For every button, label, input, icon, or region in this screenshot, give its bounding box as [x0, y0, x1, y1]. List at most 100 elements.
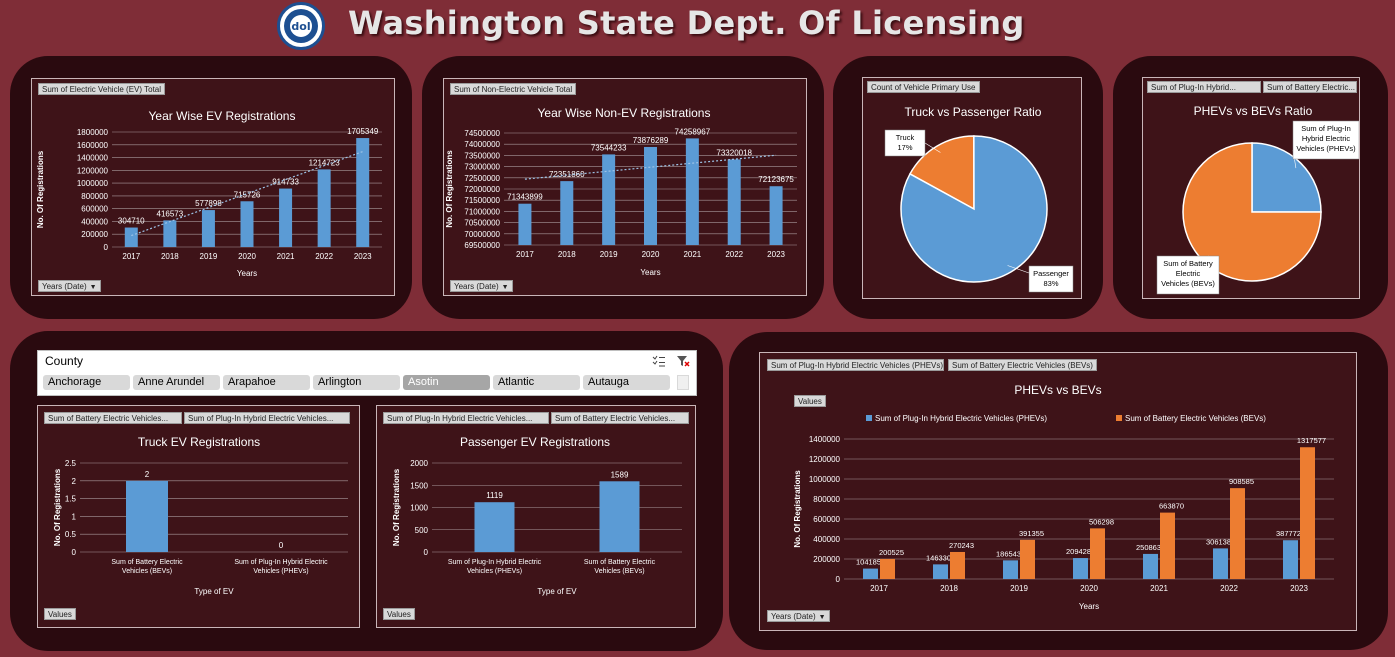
y-tick-label: 600000: [813, 515, 840, 524]
passenger-ev-chart[interactable]: Passenger EV Registrations 0 500 1000 1500 20…: [376, 405, 696, 628]
slicer-item[interactable]: Autauga: [583, 375, 670, 390]
data-label: 72123675: [758, 175, 794, 184]
y-tick-label: 74500000: [464, 129, 500, 138]
bar: [1143, 553, 1158, 579]
phevbev-field-button-phev[interactable]: Sum of Plug-In Hybrid Electric Vehicles …: [767, 359, 944, 371]
y-tick-label: 1800000: [77, 128, 109, 137]
legend-label: Sum of Battery Electric Vehicles (BEVs): [1125, 414, 1266, 423]
y-tick-label: 1: [72, 512, 77, 521]
slicer-item[interactable]: Anne Arundel: [133, 375, 220, 390]
county-slicer[interactable]: County Anchorage Anne Arundel Arapahoe Arli…: [37, 350, 697, 396]
x-tick-label: 2023: [354, 252, 372, 261]
clear-filter-icon[interactable]: [676, 355, 690, 367]
ev-registrations-chart[interactable]: Year Wise EV Registrations 0 200000 400000 6…: [31, 78, 395, 296]
x-tick-label: 2022: [1220, 584, 1238, 593]
leader-line: [924, 142, 941, 153]
y-tick-label: 71000000: [464, 207, 500, 216]
truck-ev-chart[interactable]: Truck EV Registrations 0 0.5 1 1.5 2 2.5 No. Of…: [37, 405, 360, 628]
data-label: 908585: [1229, 477, 1254, 486]
bar: [1020, 539, 1035, 579]
ev-axis-button-label: Years (Date): [42, 282, 87, 291]
slicer-item[interactable]: Anchorage: [43, 375, 130, 390]
bar: [769, 186, 783, 245]
nonev-axis-button[interactable]: Years (Date) ▼: [450, 280, 513, 292]
phevpie-field-button-bev[interactable]: Sum of Battery Electric...: [1263, 81, 1357, 93]
truck-passenger-pie-chart[interactable]: Truck vs Passenger Ratio Truck 17% Passenge…: [862, 77, 1082, 299]
chart-title: Year Wise Non-EV Registrations: [538, 106, 711, 120]
ev-field-button[interactable]: Sum of Electric Vehicle (EV) Total: [38, 83, 166, 95]
passev-field-button-phev[interactable]: Sum of Plug-In Hybrid Electric Vehicles.…: [383, 412, 549, 424]
phevbev-field-button-bev[interactable]: Sum of Battery Electric Vehicles (BEVs): [948, 359, 1097, 371]
slicer-item[interactable]: Arapahoe: [223, 375, 310, 390]
data-label: 186543: [996, 549, 1021, 558]
x-tick-label: 2018: [940, 584, 958, 593]
truckpie-field-button[interactable]: Count of Vehicle Primary Use: [867, 81, 980, 93]
truckev-field-button-phev[interactable]: Sum of Plug-In Hybrid Electric Vehicles.…: [184, 412, 350, 424]
nonev-registrations-chart[interactable]: Year Wise Non-EV Registrations 69500000 70…: [443, 78, 807, 296]
bar: [201, 210, 215, 247]
x-tick-label: 2020: [642, 250, 660, 259]
data-label: 0: [279, 541, 284, 550]
bar: [1003, 560, 1018, 579]
phev-bev-chart[interactable]: PHEVs vs BEVs 0 200000 400000 600000 800000 10…: [759, 352, 1357, 631]
bar: [1230, 488, 1245, 579]
chart-phevbev-svg: PHEVs vs BEVs 0 200000 400000 600000 800000 10…: [793, 383, 1334, 611]
phevbev-values-button[interactable]: Values: [794, 395, 826, 407]
data-label: 577898: [195, 199, 222, 208]
x-tick-label: 2023: [767, 250, 785, 259]
y-tick-label: 2.5: [65, 459, 77, 468]
slicer-title: County: [45, 354, 84, 368]
passev-values-button[interactable]: Values: [383, 608, 415, 620]
y-tick-label: 1400000: [809, 435, 841, 444]
x-tick-label: 2023: [1290, 584, 1308, 593]
chart-title: PHEVs vs BEVs: [1014, 383, 1101, 397]
data-label: 270243: [949, 541, 974, 550]
y-tick-label: 0: [104, 243, 109, 252]
x-tick-label: 2017: [870, 584, 888, 593]
slicer-item[interactable]: Asotin: [403, 375, 490, 390]
data-label: 416573: [157, 209, 184, 218]
phev-bev-pie-chart[interactable]: PHEVs vs BEVs Ratio Sum of Plug-In Hybrid …: [1142, 77, 1360, 299]
chart-title: Year Wise EV Registrations: [149, 109, 296, 123]
ev-axis-button[interactable]: Years (Date) ▼: [38, 280, 101, 292]
y-tick-label: 72000000: [464, 185, 500, 194]
phevpie-field-button-phev[interactable]: Sum of Plug-In Hybrid...: [1147, 81, 1261, 93]
y-tick-label: 1200000: [809, 455, 841, 464]
x-axis-label: Type of EV: [194, 587, 234, 596]
y-axis-label: No. Of Registrations: [392, 468, 401, 546]
slicer-scrollbar[interactable]: [677, 375, 689, 390]
chart-nonev-svg: Year Wise Non-EV Registrations 69500000 70…: [445, 106, 797, 277]
y-tick-label: 70500000: [464, 219, 500, 228]
y-tick-label: 0: [424, 548, 429, 557]
phevbev-axis-button[interactable]: Years (Date) ▼: [767, 610, 830, 622]
y-tick-label: 1400000: [77, 154, 109, 163]
data-label: 306138: [1206, 537, 1231, 546]
bar: [124, 227, 138, 247]
x-tick-label: 2018: [161, 252, 179, 261]
bar: [933, 564, 948, 579]
data-label: 391355: [1019, 529, 1044, 538]
pie-slice: [1251, 142, 1322, 213]
bar: [240, 201, 254, 247]
passev-field-button-bev[interactable]: Sum of Battery Electric Vehicles...: [551, 412, 689, 424]
slicer-item[interactable]: Arlington: [313, 375, 400, 390]
x-tick-label: 2019: [1010, 584, 1028, 593]
bar: [1300, 447, 1315, 579]
truckev-values-button[interactable]: Values: [44, 608, 76, 620]
y-tick-label: 1200000: [77, 166, 109, 175]
x-axis-label: Years: [1079, 602, 1099, 611]
bar: [727, 159, 741, 245]
bar: [560, 181, 574, 245]
truckev-field-button-bev[interactable]: Sum of Battery Electric Vehicles...: [44, 412, 182, 424]
data-label: 104185: [856, 558, 881, 567]
y-axis-label: No. Of Registrations: [445, 150, 454, 228]
pie-slice: [908, 135, 975, 211]
filter-dropdown-icon: ▼: [501, 284, 509, 291]
nonev-field-button[interactable]: Sum of Non-Electric Vehicle Total: [450, 83, 577, 95]
trendline: [131, 151, 363, 237]
chart-truckev-svg: Truck EV Registrations 0 0.5 1 1.5 2 2.5No. Of…: [53, 435, 348, 596]
bar: [518, 203, 532, 245]
multi-select-icon[interactable]: [652, 355, 666, 367]
slicer-item[interactable]: Atlantic: [493, 375, 580, 390]
data-label: 715726: [234, 190, 261, 199]
